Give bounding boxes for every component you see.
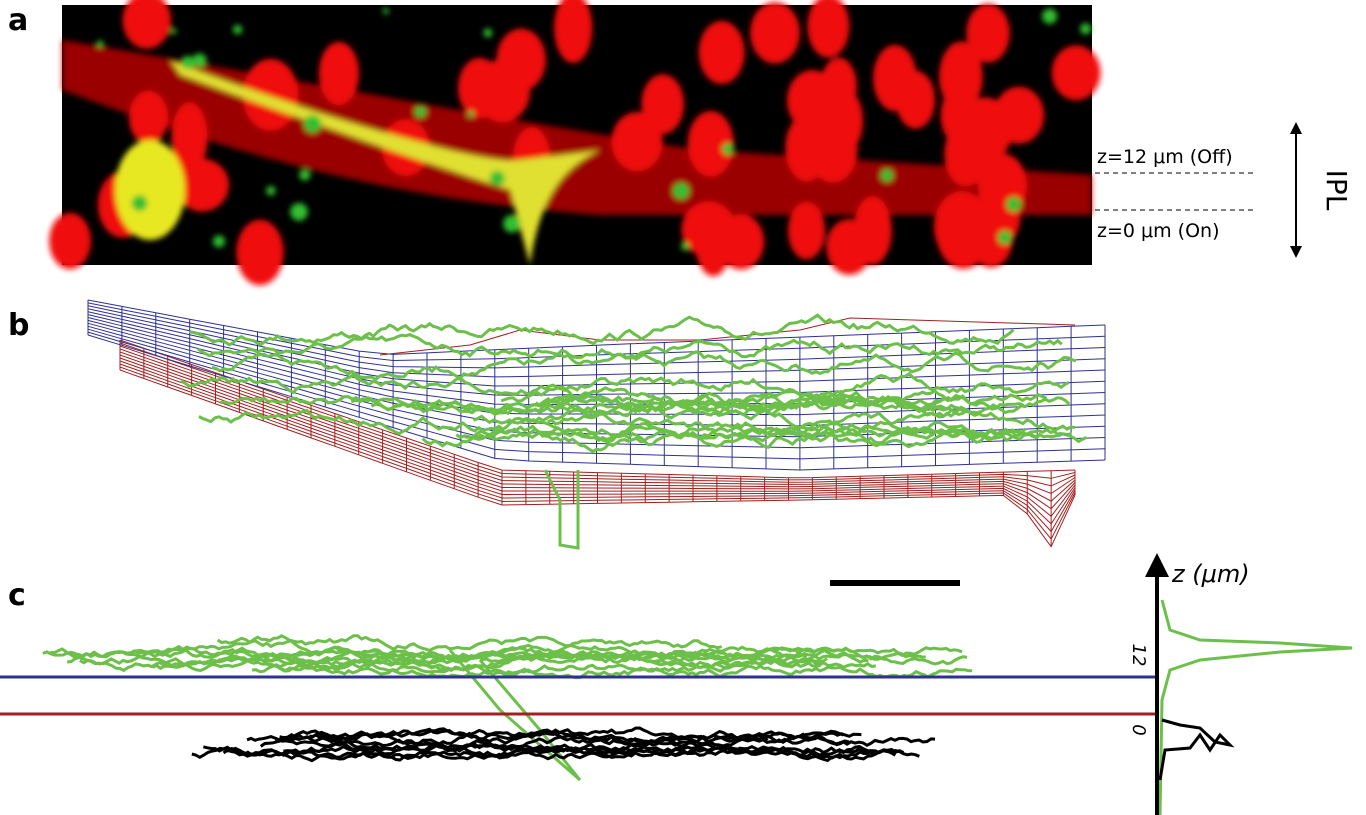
trace — [448, 649, 582, 782]
green-spot — [1080, 23, 1092, 35]
yellow-cell — [115, 140, 185, 240]
trace — [283, 742, 897, 757]
on-label: z=0 μm (On) — [1097, 220, 1219, 242]
trace — [49, 645, 963, 664]
green-spot — [1042, 8, 1058, 24]
red-cell — [171, 102, 208, 173]
trace — [500, 385, 1071, 415]
green-spot — [212, 235, 226, 248]
red-cell — [49, 212, 91, 270]
trace — [189, 313, 1015, 347]
red-cell — [236, 219, 284, 286]
red-cell — [1051, 45, 1101, 101]
red-cell — [698, 20, 745, 85]
red-cell — [993, 86, 1045, 144]
trace — [211, 350, 1077, 382]
green-spot — [489, 170, 505, 187]
traces — [42, 313, 1353, 815]
green-spot — [266, 185, 276, 196]
red-cell — [128, 90, 169, 145]
green-spot — [181, 55, 195, 70]
red-cell — [318, 41, 360, 106]
red-cell — [786, 70, 838, 131]
trace — [191, 745, 873, 763]
green-spot — [192, 53, 207, 68]
ipl-label: IPL — [1320, 170, 1353, 211]
trace — [132, 643, 869, 667]
red-cell — [934, 191, 990, 263]
panel-label: b — [8, 308, 29, 343]
mesh-edge — [379, 317, 1076, 356]
red-cell — [554, 0, 593, 64]
green-spot — [467, 110, 475, 118]
micrograph-content — [49, 0, 1101, 286]
panel-label: c — [8, 578, 26, 613]
green-spot — [303, 115, 322, 134]
red-cell — [944, 121, 988, 187]
green-spot — [233, 24, 243, 35]
green-spot — [1006, 196, 1022, 212]
red-cell — [807, 0, 850, 58]
trace — [79, 649, 877, 673]
green-spot — [483, 28, 493, 38]
red-cell — [687, 111, 734, 177]
green-spot — [681, 242, 690, 251]
green-spot — [672, 182, 690, 200]
trace — [180, 371, 1070, 401]
green-spot — [503, 214, 521, 233]
panel-label: a — [8, 3, 28, 38]
z-tick-label: 0 — [1128, 724, 1149, 735]
profile — [1158, 599, 1353, 815]
red-cell — [611, 111, 663, 172]
mesh-line — [119, 369, 1076, 548]
red-cell — [175, 158, 229, 212]
trace — [252, 660, 973, 680]
trace — [464, 424, 969, 454]
red-cell — [122, 0, 171, 49]
trace — [543, 469, 580, 550]
green-spot — [290, 203, 308, 221]
yellow-process — [170, 60, 600, 265]
red-cell — [750, 2, 800, 64]
green-spot — [96, 40, 104, 48]
trace — [309, 727, 862, 749]
trace — [370, 396, 957, 418]
off-label: z=12 μm (Off) — [1097, 146, 1233, 168]
z-tick-label: 12 — [1128, 644, 1149, 667]
red-cell — [496, 28, 546, 92]
red-cell — [681, 201, 736, 258]
green-spot — [170, 28, 177, 35]
red-cell — [896, 70, 936, 129]
profile — [1158, 718, 1235, 781]
trace — [216, 634, 723, 653]
green-spot — [131, 195, 148, 212]
trace — [279, 726, 769, 745]
red-cell — [787, 201, 826, 260]
red-cell — [826, 219, 872, 275]
green-spot — [997, 230, 1012, 245]
red-cell — [458, 57, 502, 119]
green-spot — [880, 169, 894, 182]
green-spot — [299, 169, 311, 181]
z-axis-title: z (μm) — [1171, 560, 1250, 588]
green-spot — [722, 143, 734, 155]
green-spot — [414, 105, 427, 118]
green-spot — [382, 8, 389, 15]
red-cell — [966, 3, 1010, 63]
